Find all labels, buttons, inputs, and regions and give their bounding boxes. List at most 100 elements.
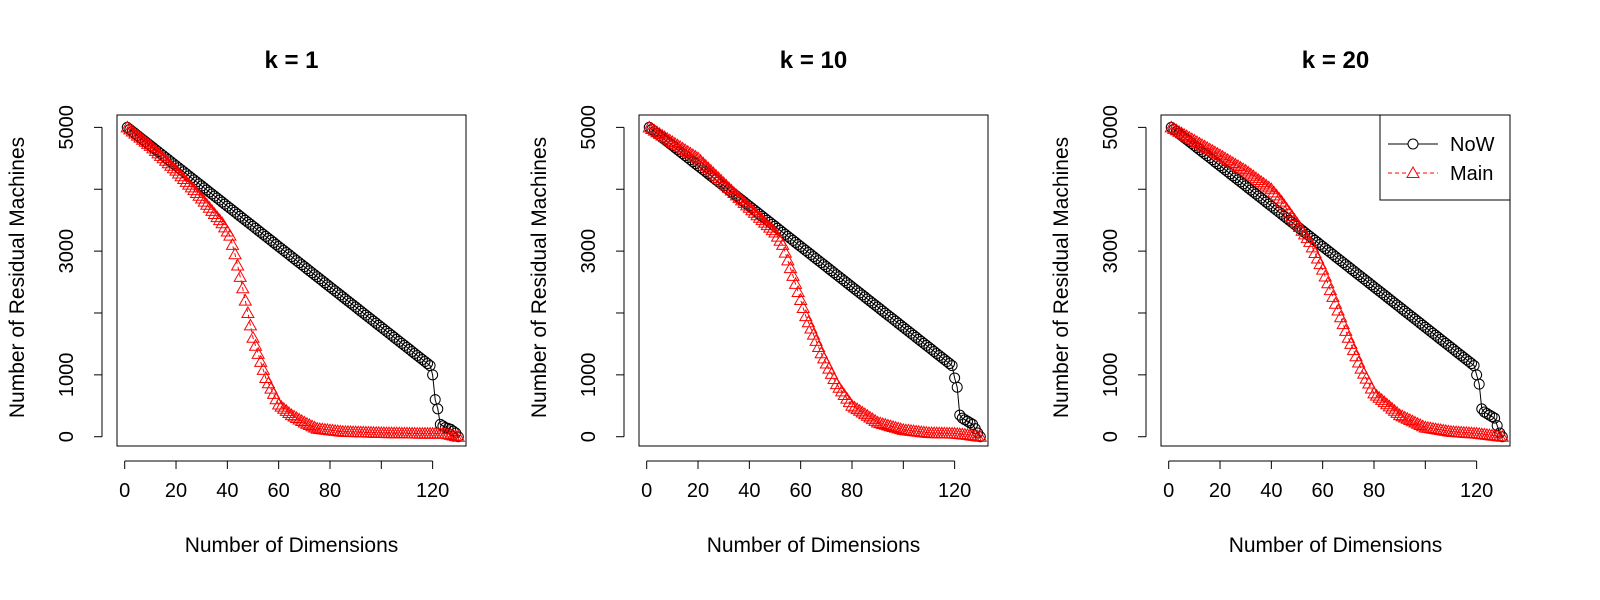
point-main bbox=[696, 156, 711, 169]
point-main bbox=[698, 158, 713, 171]
point-main bbox=[1223, 154, 1238, 167]
point-main bbox=[1251, 172, 1266, 185]
point-main bbox=[1261, 180, 1276, 193]
y-tick-label: 5000 bbox=[578, 105, 600, 150]
point-main bbox=[1254, 174, 1268, 187]
point-main bbox=[202, 200, 217, 213]
point-main bbox=[747, 205, 762, 218]
point-main bbox=[657, 130, 672, 143]
point-main bbox=[757, 215, 772, 228]
x-tick-label: 0 bbox=[641, 480, 652, 502]
point-main bbox=[235, 281, 250, 294]
point-main bbox=[205, 203, 219, 216]
point-main bbox=[1249, 171, 1263, 184]
point-main bbox=[688, 149, 703, 162]
point-main bbox=[256, 362, 271, 375]
x-tick-label: 0 bbox=[119, 480, 130, 502]
y-tick-label: 5000 bbox=[1100, 105, 1122, 150]
y-tick-label: 0 bbox=[578, 431, 600, 442]
point-main bbox=[233, 269, 248, 282]
point-main bbox=[791, 284, 805, 297]
point-main bbox=[1190, 135, 1204, 148]
point-main bbox=[857, 407, 872, 420]
point-main bbox=[1495, 429, 1510, 442]
point-main bbox=[274, 399, 289, 412]
chart-title: k = 1 bbox=[264, 47, 318, 74]
point-main bbox=[1372, 390, 1386, 403]
point-main bbox=[251, 346, 266, 359]
y-tick-label: 3000 bbox=[1100, 229, 1122, 274]
point-main bbox=[1241, 165, 1256, 178]
point-main bbox=[691, 151, 705, 164]
point-main bbox=[865, 412, 880, 425]
point-main bbox=[1225, 155, 1240, 168]
legend: NoW Main bbox=[1379, 114, 1511, 201]
point-main bbox=[783, 261, 798, 274]
x-tick-label: 120 bbox=[938, 480, 971, 502]
point-main bbox=[1164, 120, 1179, 133]
point-main bbox=[1231, 159, 1245, 172]
point-main bbox=[693, 153, 708, 166]
point-main bbox=[1205, 143, 1220, 156]
point-main bbox=[284, 408, 299, 421]
point-main bbox=[850, 402, 864, 415]
point-main bbox=[1172, 124, 1186, 137]
x-tick-label: 120 bbox=[416, 480, 449, 502]
y-axis-label: Number of Residual Machines bbox=[6, 137, 29, 418]
point-main bbox=[703, 163, 718, 176]
y-axis-label: Number of Residual Machines bbox=[528, 137, 551, 418]
plot-frame bbox=[638, 114, 989, 447]
point-main bbox=[189, 185, 204, 198]
x-tick-label: 40 bbox=[216, 480, 238, 502]
point-main bbox=[135, 132, 150, 145]
point-main bbox=[241, 305, 255, 318]
point-main bbox=[164, 158, 178, 171]
point-main bbox=[133, 130, 147, 143]
plot-frame bbox=[1160, 114, 1511, 447]
point-main bbox=[847, 400, 862, 413]
point-main bbox=[230, 258, 245, 271]
point-main bbox=[668, 136, 682, 149]
point-main bbox=[1385, 401, 1399, 414]
series-line-main bbox=[649, 126, 981, 438]
x-tick-label: 60 bbox=[268, 480, 290, 502]
point-main bbox=[184, 180, 199, 193]
point-main bbox=[143, 138, 158, 151]
point-main bbox=[158, 153, 173, 166]
point-main bbox=[642, 120, 657, 133]
point-main bbox=[652, 126, 667, 139]
point-main bbox=[665, 135, 680, 148]
point-main bbox=[788, 276, 803, 289]
point-main bbox=[161, 156, 176, 169]
x-axis-label: Number of Dimensions bbox=[707, 534, 921, 557]
point-main bbox=[644, 121, 659, 135]
point-main bbox=[174, 169, 189, 182]
point-main bbox=[246, 330, 260, 343]
y-tick-label: 0 bbox=[1100, 431, 1122, 442]
point-main bbox=[745, 203, 759, 216]
point-main bbox=[716, 176, 731, 189]
point-main bbox=[727, 185, 741, 198]
point-main bbox=[1233, 160, 1248, 173]
point-main bbox=[750, 208, 764, 221]
point-main bbox=[647, 123, 662, 136]
point-main bbox=[711, 171, 726, 184]
point-main bbox=[1238, 163, 1253, 176]
point-main bbox=[1243, 167, 1258, 180]
point-main bbox=[755, 213, 770, 226]
x-tick-label: 20 bbox=[165, 480, 187, 502]
x-tick-label: 60 bbox=[790, 480, 812, 502]
point-main bbox=[176, 172, 191, 185]
point-main bbox=[166, 161, 181, 174]
point-main bbox=[650, 125, 664, 138]
x-axis-label: Number of Dimensions bbox=[185, 534, 399, 557]
point-main bbox=[660, 131, 675, 144]
point-main bbox=[292, 412, 307, 425]
point-main bbox=[1213, 148, 1227, 161]
point-main bbox=[120, 120, 135, 133]
point-main bbox=[279, 403, 294, 416]
point-main bbox=[210, 210, 224, 223]
legend-box bbox=[1379, 114, 1511, 201]
point-main bbox=[763, 220, 777, 233]
point-main bbox=[1215, 149, 1230, 162]
